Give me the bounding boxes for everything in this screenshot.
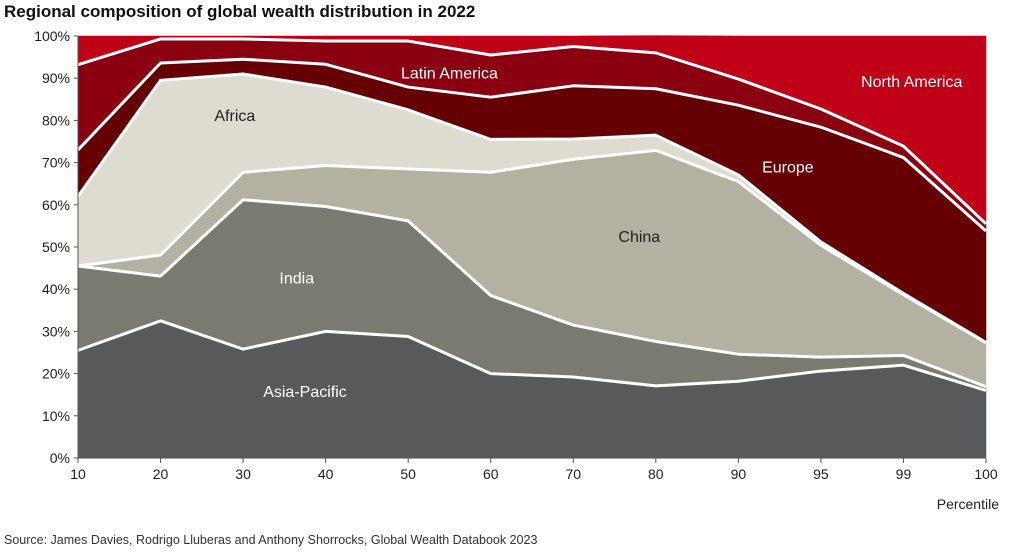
y-tick-label: 10% (42, 408, 70, 424)
y-tick-label: 0% (50, 450, 70, 466)
y-tick-label: 80% (42, 112, 70, 128)
x-tick-label: 10 (70, 466, 86, 482)
y-tick-label: 100% (34, 28, 70, 44)
separator-line-africa (76, 72, 987, 344)
separator-line-india (77, 198, 987, 389)
x-tick-label: 30 (235, 466, 251, 482)
x-tick-label: 20 (153, 466, 169, 482)
source-note: Source: James Davies, Rodrigo Lluberas a… (4, 533, 538, 547)
separator-line-china (77, 148, 987, 345)
x-tick-label: 80 (648, 466, 664, 482)
separator-line-asia-pacific (77, 319, 987, 392)
area-layer (77, 35, 987, 459)
y-tick-label: 70% (42, 155, 70, 171)
region-label-asia-pacific: Asia-Pacific (263, 384, 347, 401)
x-tick-label: 70 (565, 466, 581, 482)
y-tick-label: 60% (42, 197, 70, 213)
region-label-latin-america: Latin America (401, 65, 498, 82)
x-tick-label: 99 (896, 466, 912, 482)
x-tick-label: 95 (813, 466, 829, 482)
x-tick-label: 90 (731, 466, 747, 482)
x-tick-label: 40 (318, 466, 334, 482)
y-tick-label: 30% (42, 323, 70, 339)
region-label-europe: Europe (762, 160, 814, 177)
region-labels-layer: Asia-Pacific India China Africa Europe Latin … (214, 65, 962, 401)
region-label-india: India (279, 271, 314, 288)
x-tick-label: 50 (400, 466, 416, 482)
separator-line-europe (76, 57, 987, 233)
x-tick-label: 100 (974, 466, 998, 482)
y-tick-label: 40% (42, 281, 70, 297)
y-tick-label: 90% (42, 70, 70, 86)
chart-title: Regional composition of global wealth di… (4, 2, 476, 21)
x-tick-label: 60 (483, 466, 499, 482)
region-label-africa: Africa (214, 108, 255, 125)
y-tick-label: 20% (42, 366, 70, 382)
region-label-china: China (618, 229, 660, 246)
separator-line-latin-america (77, 37, 988, 225)
y-tick-label: 50% (42, 239, 70, 255)
separator-lines-layer (76, 37, 988, 392)
axis-layer: 0% 10% 20% 30% 40% 50% 60% 70% 80% 90% 100% 10 20 30 4… (34, 28, 999, 512)
x-axis-label: Percentile (937, 496, 999, 512)
region-label-north-america: North America (861, 74, 962, 91)
